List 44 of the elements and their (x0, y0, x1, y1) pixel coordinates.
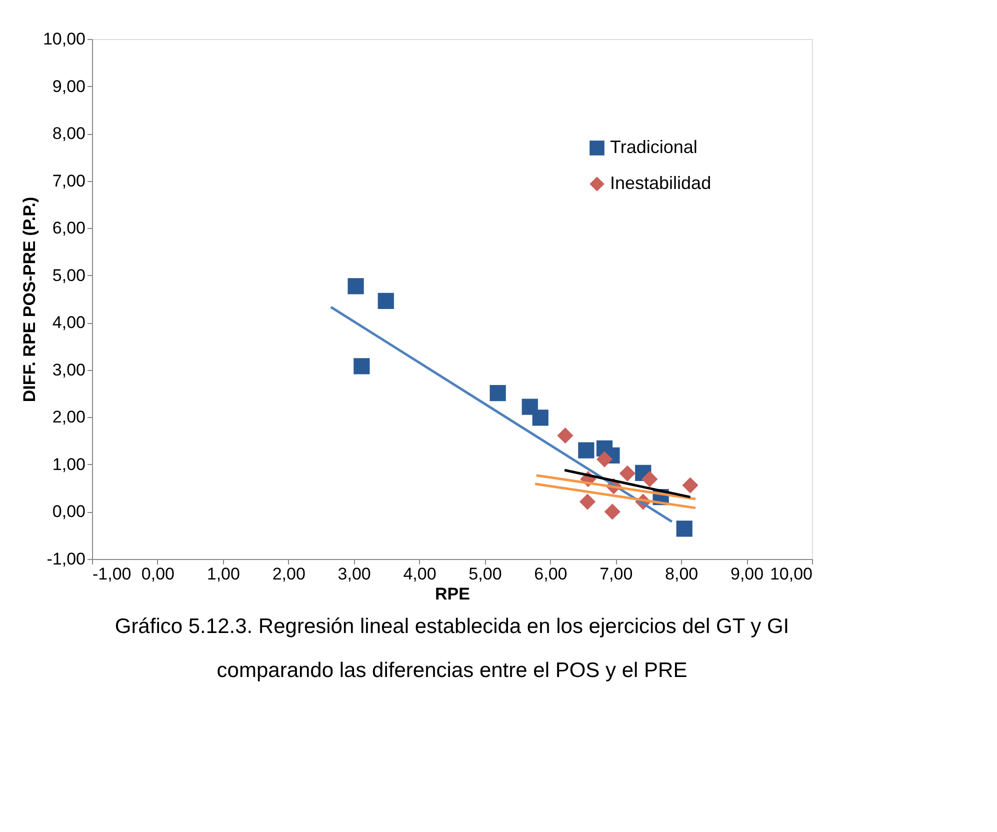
point (354, 358, 370, 374)
x-tick-label: 1,00 (206, 564, 240, 584)
x-axis-title: RPE (435, 584, 470, 604)
x-tick-label: -1,00 (92, 564, 132, 584)
y-tick-label: 6,00 (52, 218, 86, 238)
point (604, 504, 620, 520)
y-tick-label: 0,00 (52, 502, 86, 522)
text: comparando las diferencias entre el POS y el PRE (216, 659, 688, 682)
point (378, 292, 394, 309)
point (579, 494, 596, 510)
x-tick-label: 5,00 (468, 564, 502, 584)
x-tick-label: 10,00 (770, 564, 812, 584)
point (676, 520, 692, 537)
x-tick-label: 9,00 (730, 564, 764, 584)
x-tick-label: 3,00 (338, 564, 371, 584)
text: Gráfico 5.12.3. Regresión lineal establecida en los ejercicios del GT y GI (114, 615, 790, 638)
y-tick-label: 5,00 (52, 266, 86, 285)
point (682, 477, 698, 494)
legend-label: Tradicional (610, 137, 698, 157)
y-tick-label: 10,00 (42, 30, 86, 48)
x-tick-label: 2,00 (272, 564, 306, 584)
x-tick-label: 4,00 (403, 564, 436, 584)
point (348, 278, 364, 294)
x-tick-label: 8,00 (665, 564, 698, 584)
point (557, 428, 574, 444)
y-tick-label: 4,00 (52, 313, 86, 332)
x-tick-label: 7,00 (600, 564, 633, 584)
y-axis-title: DIFF. RPE POS-PRE (P.P.) (20, 196, 39, 402)
x-tick-label: 0,00 (141, 564, 174, 584)
point (619, 465, 636, 482)
point (596, 451, 613, 468)
x-tick-label: 6,00 (534, 564, 568, 584)
y-tick-label: 8,00 (52, 124, 86, 144)
y-tick-label: 1,00 (52, 454, 86, 474)
y-tick-label: -1,00 (46, 550, 86, 568)
point (578, 442, 594, 458)
y-tick-label: 9,00 (52, 76, 86, 96)
point (532, 410, 548, 426)
point (490, 385, 506, 402)
legend-label: Inestabilidad (610, 173, 712, 193)
y-tick-label: 7,00 (52, 171, 86, 190)
y-tick-label: 2,00 (52, 408, 86, 427)
y-tick-label: 3,00 (52, 360, 86, 380)
point (642, 471, 658, 488)
